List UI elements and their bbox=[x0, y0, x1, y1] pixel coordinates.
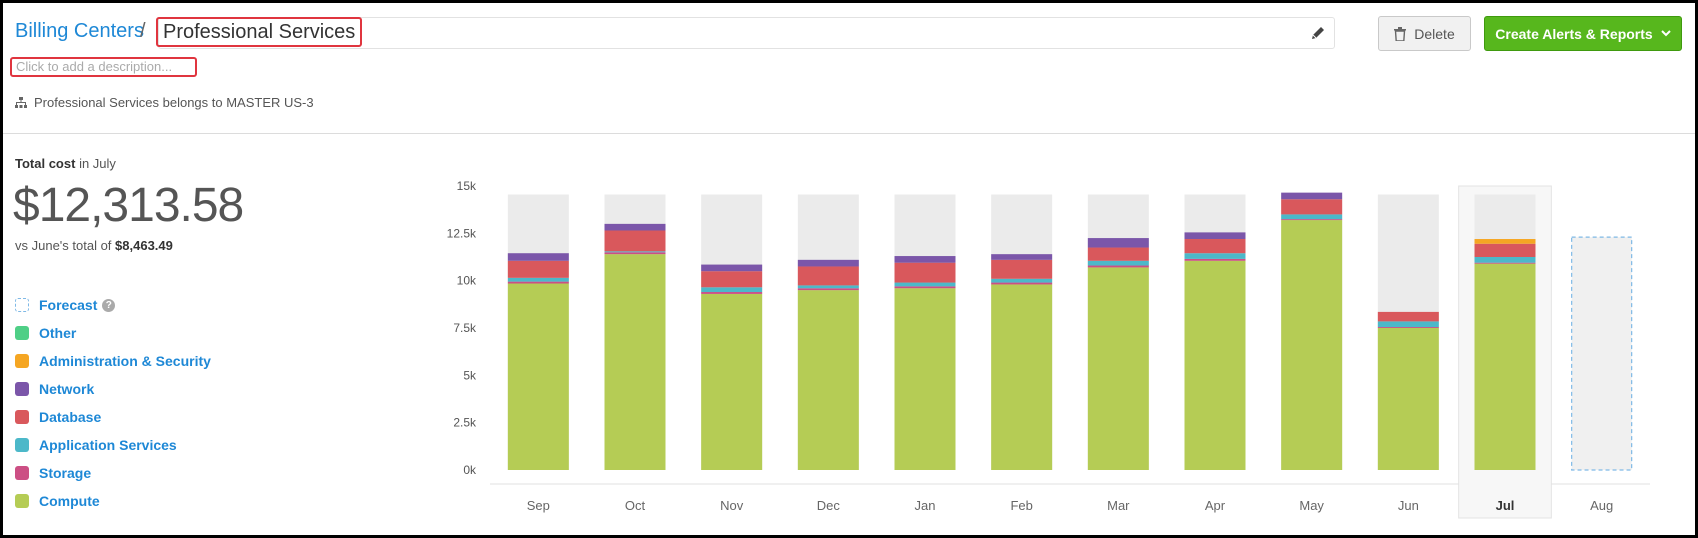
legend-label[interactable]: Compute bbox=[39, 493, 100, 509]
legend-swatch bbox=[15, 354, 29, 368]
pencil-icon[interactable] bbox=[1310, 25, 1326, 41]
delete-label: Delete bbox=[1414, 25, 1455, 42]
legend-label[interactable]: Network bbox=[39, 381, 95, 397]
chevron-down-icon bbox=[1660, 30, 1671, 37]
legend-label[interactable]: Application Services bbox=[39, 437, 177, 453]
comparison-text: vs June's total of $8,463.49 bbox=[15, 238, 173, 253]
legend-swatch bbox=[15, 438, 29, 452]
legend-swatch bbox=[15, 494, 29, 508]
help-icon[interactable]: ? bbox=[102, 298, 116, 312]
legend-swatch bbox=[15, 326, 29, 340]
header-divider bbox=[3, 133, 1695, 134]
create-alerts-reports-button[interactable]: Create Alerts & Reports bbox=[1484, 16, 1682, 51]
description-input[interactable]: Click to add a description... bbox=[10, 57, 197, 77]
legend-swatch bbox=[15, 298, 29, 312]
legend-label[interactable]: Database bbox=[39, 409, 102, 425]
legend-swatch bbox=[15, 410, 29, 424]
legend-item-compute[interactable]: Compute bbox=[15, 487, 211, 515]
legend-item-administration-security[interactable]: Administration & Security bbox=[15, 347, 211, 375]
belongs-text: Professional Services belongs to MASTER … bbox=[34, 95, 314, 110]
legend-label[interactable]: Forecast bbox=[39, 297, 98, 313]
total-cost-label: Total cost in July bbox=[15, 156, 116, 171]
legend-label[interactable]: Administration & Security bbox=[39, 353, 211, 369]
legend-item-forecast[interactable]: Forecast ? bbox=[15, 291, 211, 319]
breadcrumb-separator: / bbox=[140, 20, 146, 42]
delete-button[interactable]: Delete bbox=[1378, 16, 1471, 51]
trash-icon bbox=[1394, 26, 1407, 41]
page-title[interactable]: Professional Services bbox=[156, 17, 363, 47]
legend-swatch bbox=[15, 466, 29, 480]
comparison-amount: $8,463.49 bbox=[115, 238, 173, 253]
create-label: Create Alerts & Reports bbox=[1495, 25, 1653, 42]
chart-legend: Forecast ? Other Administration & Securi… bbox=[15, 291, 211, 515]
legend-item-application-services[interactable]: Application Services bbox=[15, 431, 211, 459]
legend-item-other[interactable]: Other bbox=[15, 319, 211, 347]
legend-item-storage[interactable]: Storage bbox=[15, 459, 211, 487]
total-period: in July bbox=[79, 156, 116, 171]
legend-swatch bbox=[15, 382, 29, 396]
breadcrumb-billing-centers[interactable]: Billing Centers bbox=[15, 20, 144, 42]
hierarchy-icon bbox=[15, 96, 27, 108]
legend-label[interactable]: Other bbox=[39, 325, 77, 341]
title-field[interactable]: Professional Services bbox=[156, 17, 1335, 49]
comparison-prefix: vs June's total of bbox=[15, 238, 112, 253]
legend-item-network[interactable]: Network bbox=[15, 375, 211, 403]
legend-label[interactable]: Storage bbox=[39, 465, 92, 481]
parent-info: Professional Services belongs to MASTER … bbox=[15, 95, 314, 110]
total-cost-amount: $12,313.58 bbox=[13, 179, 244, 232]
legend-item-database[interactable]: Database bbox=[15, 403, 211, 431]
total-label-strong: Total cost bbox=[15, 156, 76, 171]
